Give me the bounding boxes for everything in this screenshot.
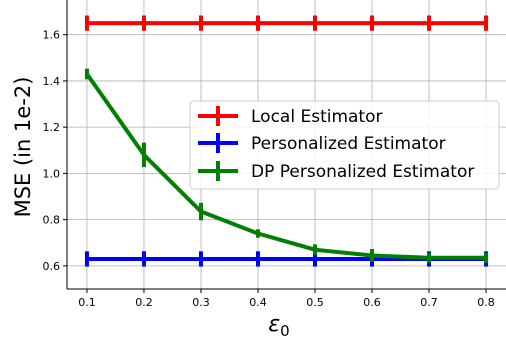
- x-tick-label: 0.7: [420, 296, 438, 309]
- legend-label-local: Local Estimator: [251, 107, 382, 127]
- legend-label-personalized: Personalized Estimator: [251, 134, 446, 154]
- x-tick-label: 0.4: [249, 296, 267, 309]
- y-tick-label: 1.6: [43, 29, 61, 42]
- legend-entry-local: Local Estimator: [198, 106, 382, 127]
- x-tick-label: 0.3: [192, 296, 210, 309]
- legend-box: [189, 100, 500, 190]
- legend-entry-personalized: Personalized Estimator: [198, 133, 446, 154]
- series-0: [84, 15, 489, 31]
- y-tick-label: 0.6: [43, 260, 61, 273]
- series-2: [84, 68, 489, 264]
- y-axis-title: MSE (in 1e-2): [11, 77, 35, 218]
- y-tick-label: 1.0: [43, 167, 61, 180]
- series-group: [84, 15, 489, 267]
- legend-entry-dp-personalized: DP Personalized Estimator: [198, 161, 474, 182]
- x-tick-label: 0.8: [477, 296, 495, 309]
- axes: [63, 0, 506, 293]
- x-tick-label: 0.2: [135, 296, 153, 309]
- y-tick-label: 1.4: [43, 75, 61, 88]
- y-tick-label: 1.2: [43, 121, 61, 134]
- y-tick-label: 0.8: [43, 214, 61, 227]
- legend: Local Estimator Personalized Estimator D…: [189, 100, 500, 190]
- series-line: [84, 71, 489, 260]
- x-tick-label: 0.6: [363, 296, 381, 309]
- legend-label-dp: DP Personalized Estimator: [251, 162, 474, 182]
- svg-text:ε0: ε0: [268, 312, 289, 340]
- tick-labels: 0.1 0.2 0.3 0.4 0.5 0.6 0.7 0.8 0.6 0.8 1.0 1.2 1.4 1…: [43, 29, 495, 309]
- x-tick-label: 0.1: [78, 296, 96, 309]
- x-axis-subscript: 0: [280, 322, 290, 340]
- x-axis-title: ε0: [268, 312, 289, 340]
- x-axis-symbol: ε: [268, 312, 280, 337]
- x-tick-label: 0.5: [306, 296, 324, 309]
